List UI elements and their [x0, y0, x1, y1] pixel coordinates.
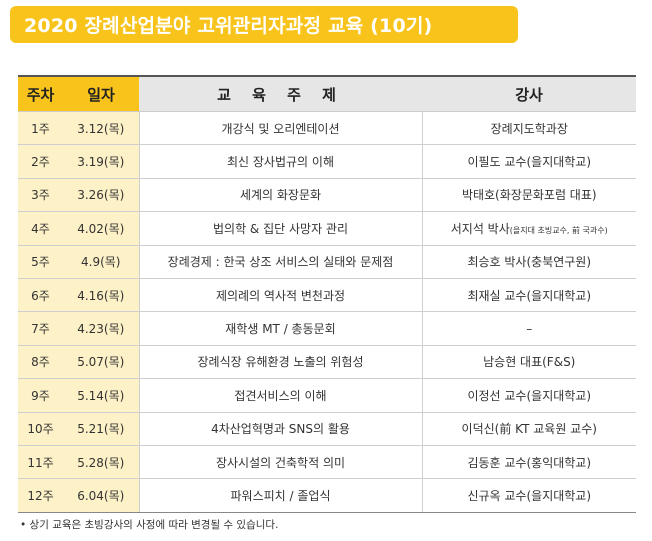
cell-topic: 세계의 화장문화	[138, 178, 422, 213]
cell-instructor: 박태호(화장문화포럼 대표)	[421, 178, 636, 213]
cell-instructor: 이정선 교수(을지대학교)	[421, 378, 636, 413]
cell-topic: 장례경제 : 한국 상조 서비스의 실태와 문제점	[138, 245, 422, 279]
table-row: 4주 4.02(목) 법의학 & 집단 사망자 관리 서지석 박사(을지대 초빙…	[18, 211, 636, 246]
footnote: • 상기 교육은 초빙강사의 사정에 따라 변경될 수 있습니다.	[20, 519, 279, 531]
instructor-name: 박태호(화장문화포럼 대표)	[461, 188, 597, 203]
header-date: 일자	[63, 77, 139, 112]
cell-date: 3.26(목)	[63, 178, 139, 213]
cell-week: 4주	[18, 211, 63, 246]
instructor-name: 김동훈 교수(홍익대학교)	[467, 455, 592, 470]
instructor-name: 이필도 교수(을지대학교)	[467, 155, 592, 170]
cell-date: 6.04(목)	[63, 478, 139, 513]
cell-week: 11주	[18, 445, 63, 480]
table-header-row: 주차 일자 교 육 주 제 강사	[18, 77, 636, 112]
cell-instructor: 최재실 교수(을지대학교)	[421, 278, 636, 313]
table-row: 9주 5.14(목) 접견서비스의 이해 이정선 교수(을지대학교)	[18, 378, 636, 413]
cell-week: 6주	[18, 278, 63, 313]
cell-date: 4.23(목)	[63, 311, 139, 346]
cell-instructor: 이덕신(前 KT 교육원 교수)	[421, 412, 636, 446]
table-row: 6주 4.16(목) 제의례의 역사적 변천과정 최재실 교수(을지대학교)	[18, 278, 636, 313]
instructor-name: 이정선 교수(을지대학교)	[467, 388, 592, 403]
table-row: 2주 3.19(목) 최신 장사법규의 이해 이필도 교수(을지대학교)	[18, 144, 636, 179]
cell-week: 2주	[18, 144, 63, 179]
instructor-name: 남승현 대표(F&S)	[483, 355, 576, 370]
table-row: 10주 5.21(목) 4차산업혁명과 SNS의 활용 이덕신(前 KT 교육원…	[18, 412, 636, 446]
table-row: 8주 5.07(목) 장례식장 유해환경 노출의 위험성 남승현 대표(F&S)	[18, 345, 636, 380]
header-topic: 교 육 주 제	[139, 77, 422, 112]
cell-date: 5.07(목)	[63, 345, 139, 380]
page-title: 2020 장례산업분야 고위관리자과정 교육 (10기)	[10, 6, 518, 43]
cell-topic: 제의례의 역사적 변천과정	[138, 278, 422, 313]
cell-topic: 최신 장사법규의 이해	[138, 144, 422, 179]
cell-week: 7주	[18, 311, 63, 346]
cell-week: 3주	[18, 178, 63, 213]
cell-topic: 파워스피치 / 졸업식	[138, 478, 422, 513]
cell-instructor: 신규옥 교수(을지대학교)	[421, 478, 636, 513]
header-instructor: 강사	[422, 77, 636, 112]
cell-week: 5주	[18, 245, 63, 279]
instructor-name: –	[526, 321, 533, 336]
cell-date: 3.19(목)	[63, 144, 139, 179]
cell-week: 12주	[18, 478, 63, 513]
table-row: 1주 3.12(목) 개강식 및 오리엔테이션 장례지도학과장	[18, 111, 636, 146]
cell-week: 1주	[18, 111, 63, 146]
table-row: 3주 3.26(목) 세계의 화장문화 박태호(화장문화포럼 대표)	[18, 178, 636, 213]
cell-instructor: 서지석 박사(을지대 초빙교수, 前 국과수)	[421, 211, 636, 246]
cell-topic: 개강식 및 오리엔테이션	[138, 111, 422, 146]
cell-date: 5.14(목)	[63, 378, 139, 413]
cell-topic: 4차산업혁명과 SNS의 활용	[138, 412, 422, 446]
cell-instructor: 장례지도학과장	[421, 111, 636, 146]
table-row: 12주 6.04(목) 파워스피치 / 졸업식 신규옥 교수(을지대학교)	[18, 478, 636, 513]
cell-topic: 접견서비스의 이해	[138, 378, 422, 413]
cell-instructor: 김동훈 교수(홍익대학교)	[421, 445, 636, 480]
header-week: 주차	[18, 77, 63, 112]
cell-topic: 장사시설의 건축학적 의미	[138, 445, 422, 480]
cell-topic: 재학생 MT / 총동문회	[138, 311, 422, 346]
instructor-name: 신규옥 교수(을지대학교)	[467, 488, 592, 503]
cell-instructor: 이필도 교수(을지대학교)	[421, 144, 636, 179]
cell-instructor: –	[421, 311, 636, 346]
cell-instructor: 최승호 박사(충북연구원)	[421, 245, 636, 279]
cell-topic: 장례식장 유해환경 노출의 위험성	[138, 345, 422, 380]
instructor-name: 이덕신(前 KT 교육원 교수)	[461, 422, 597, 437]
cell-topic: 법의학 & 집단 사망자 관리	[138, 211, 422, 246]
instructor-name: 최승호 박사(충북연구원)	[467, 255, 592, 270]
cell-week: 9주	[18, 378, 63, 413]
cell-date: 4.02(목)	[63, 211, 139, 246]
cell-date: 4.16(목)	[63, 278, 139, 313]
instructor-note: (을지대 초빙교수, 前 국과수)	[509, 225, 608, 235]
schedule-table-container: 주차 일자 교 육 주 제 강사 1주 3.12(목) 개강식 및 오리엔테이션…	[18, 75, 636, 513]
cell-week: 8주	[18, 345, 63, 380]
page-title-text: 2020 장례산업분야 고위관리자과정 교육 (10기)	[24, 15, 433, 37]
cell-instructor: 남승현 대표(F&S)	[421, 345, 636, 380]
instructor-name: 서지석 박사	[450, 221, 510, 236]
schedule-table: 주차 일자 교 육 주 제 강사 1주 3.12(목) 개강식 및 오리엔테이션…	[18, 77, 636, 513]
cell-date: 3.12(목)	[63, 111, 139, 146]
cell-date: 5.21(목)	[63, 412, 139, 446]
cell-date: 4.9(목)	[63, 245, 139, 279]
instructor-name: 장례지도학과장	[490, 121, 568, 136]
cell-date: 5.28(목)	[63, 445, 139, 480]
instructor-name: 최재실 교수(을지대학교)	[467, 288, 592, 303]
cell-week: 10주	[18, 412, 63, 446]
table-row: 11주 5.28(목) 장사시설의 건축학적 의미 김동훈 교수(홍익대학교)	[18, 445, 636, 480]
table-row: 5주 4.9(목) 장례경제 : 한국 상조 서비스의 실태와 문제점 최승호 …	[18, 245, 636, 279]
table-row: 7주 4.23(목) 재학생 MT / 총동문회 –	[18, 311, 636, 346]
